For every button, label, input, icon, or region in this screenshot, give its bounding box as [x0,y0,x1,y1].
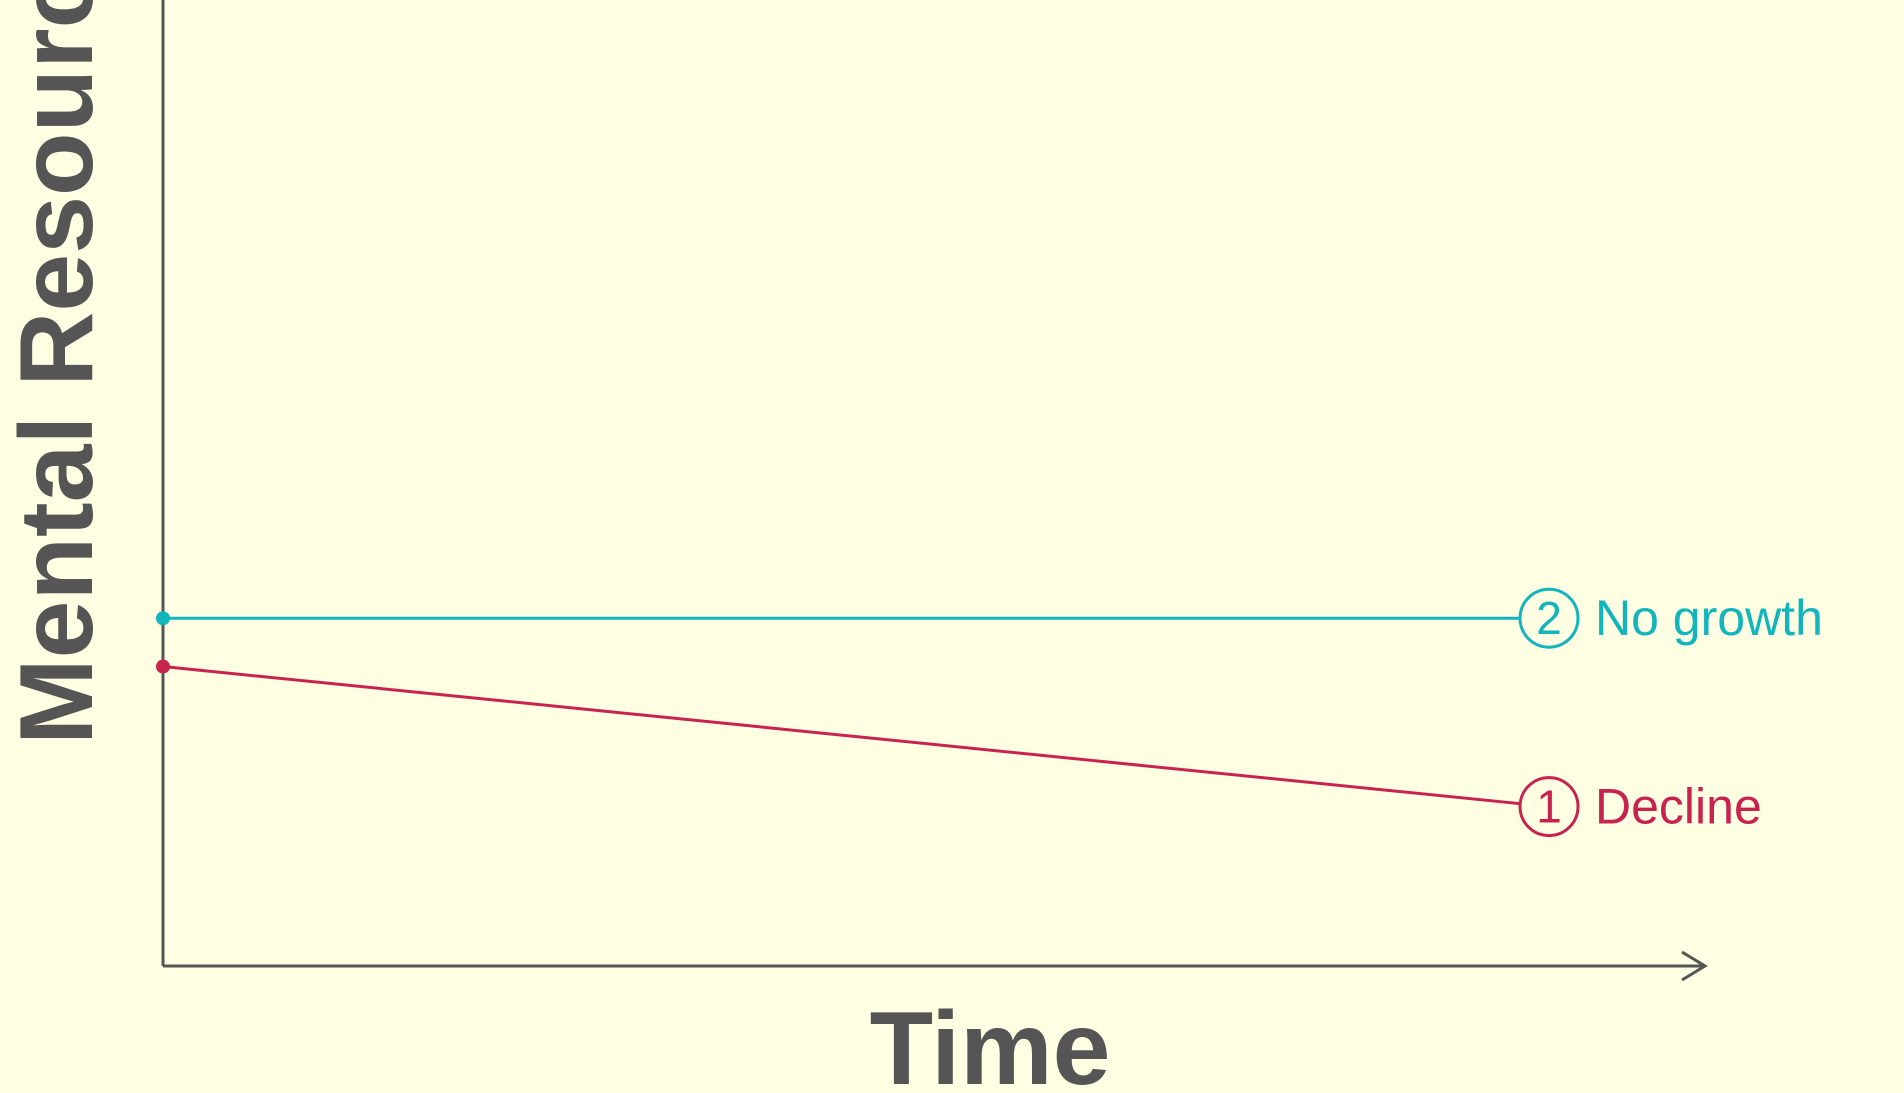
series-label: Decline [1595,779,1762,835]
series-layer: 2 No growth 1 Decline [156,587,1823,838]
series-decline: 1 Decline [156,659,1762,838]
series-line [162,665,1521,806]
series-marker-number: 2 [1536,592,1562,644]
series-end-marker [1518,587,1580,649]
series-label: No growth [1595,590,1823,646]
series-no-growth: 2 No growth [156,587,1823,649]
x-axis-title: Time [870,991,1111,1088]
x-axis-arrowhead [1681,950,1708,982]
series-end-marker [1518,776,1580,838]
axes-layer [161,0,1708,982]
series-marker-number: 1 [1536,781,1562,833]
series-start-point [156,659,170,674]
y-axis-title: Mental Resources [0,0,115,745]
series-start-point [156,611,170,626]
